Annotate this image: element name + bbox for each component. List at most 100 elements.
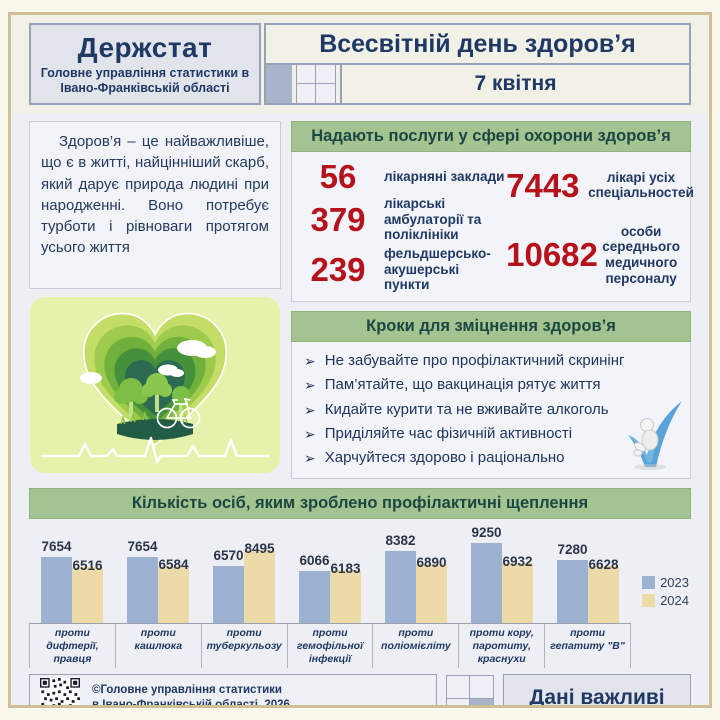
arrow-bullet-icon: ➢ <box>304 450 316 467</box>
chart-category-label-6: проти гепатиту "В" <box>545 624 632 669</box>
legend-swatch-icon <box>642 594 656 607</box>
chart-category-label-5: проти кору, паротиту, краснухи <box>459 624 546 669</box>
stat-value: 7443 <box>506 166 580 204</box>
decorative-square-filled <box>266 65 292 103</box>
decorative-cell-filled <box>469 698 494 705</box>
copyright-line1: ©Головне управління статистики <box>92 684 282 697</box>
decorative-cell <box>315 64 336 85</box>
decorative-cell <box>469 674 494 700</box>
step-text: Не забувайте про профілактичний скринінг <box>324 352 625 369</box>
stat-label: лікарняні заклади <box>384 168 505 184</box>
chart-category-label-0: проти дифтерії, правця <box>29 624 116 669</box>
date-row: 7 квітня <box>266 64 689 104</box>
logo-title: Держстат <box>77 32 213 63</box>
footer-decorative-grid <box>446 674 494 705</box>
decorative-cell <box>446 698 471 705</box>
bar-2024-2: 8495 <box>244 541 275 623</box>
statistics-logo-box: Держстат Головне управління статистики в… <box>29 23 261 105</box>
stat-left-2: 239 фельдшерсько-акушерські пункти <box>302 246 506 293</box>
header: Держстат Головне управління статистики в… <box>11 15 709 114</box>
chart-category-label-3: проти гемофільної інфекції <box>288 624 374 669</box>
bar-2023-2: 6570 <box>213 548 244 623</box>
legend-entry-2024: 2024 <box>642 593 689 608</box>
copyright-text: ©Головне управління статистики в Івано-Ф… <box>92 683 290 708</box>
chart-category-label-4: проти поліомієліту <box>373 624 460 669</box>
bar-value-label: 6628 <box>588 557 619 572</box>
vaccination-bar-chart: 7654 6516 7654 6584 6570 8495 6066 6183 8382 6890… <box>29 523 691 669</box>
chart-category-label-1: проти кашлюка <box>116 624 202 669</box>
infographic-frame: Держстат Головне управління статистики в… <box>8 12 712 708</box>
legend-entry-2023: 2023 <box>642 575 689 590</box>
bar-2023-0: 7654 <box>41 539 72 623</box>
chart-category-label-2: проти туберкульозу <box>202 624 288 669</box>
bar-value-label: 6570 <box>213 548 244 563</box>
bicycle-shape <box>156 397 201 429</box>
bar-value-label: 8495 <box>244 541 275 556</box>
qr-code <box>40 678 80 705</box>
stat-label: лікарські амбулаторії та поліклініки <box>384 196 482 243</box>
event-date: 7 квітня <box>340 65 689 103</box>
legend-label: 2024 <box>660 593 689 608</box>
arrow-bullet-icon: ➢ <box>304 377 316 394</box>
arrow-bullet-icon: ➢ <box>304 401 316 418</box>
chart-group-4: 8382 6890 <box>373 523 459 623</box>
decorative-grid <box>296 64 336 104</box>
bar-2023-5: 9250 <box>471 525 502 623</box>
step-text: Харчуйтеся здорово і раціонально <box>324 449 565 467</box>
stat-value: 56 <box>319 158 357 195</box>
bar-value-label: 6890 <box>416 555 447 570</box>
chart-group-2: 6570 8495 <box>201 523 287 623</box>
bar-value-label: 6584 <box>158 557 189 572</box>
copyright-line2: в Івано-Франківській області, 2026 <box>92 699 290 708</box>
right-column: Надають послуги у сфері охорони здоров’я… <box>291 121 694 479</box>
step-item-2: ➢ Кидайте курити та не вживайте алкоголь <box>304 398 682 422</box>
stat-right-1: 10682 особи середнього медичного персонал… <box>506 224 680 286</box>
steps-section-title: Кроки для зміцнення здоров’я <box>291 311 691 342</box>
footer: ©Головне управління статистики в Івано-Ф… <box>29 674 691 708</box>
bar-2023-3: 6066 <box>299 553 330 623</box>
intro-text: Здоров’я – це найважливіше, що є в житті… <box>29 121 281 289</box>
step-text: Пам’ятайте, що вакцинація рятує життя <box>324 376 601 394</box>
bar-value-label: 7654 <box>41 539 72 554</box>
legend-swatch-icon <box>642 576 656 589</box>
chart-group-0: 7654 6516 <box>29 523 115 623</box>
step-item-1: ➢ Пам’ятайте, що вакцинація рятує життя <box>304 373 682 397</box>
steps-list: ➢ Не забувайте про профілактичний скринін… <box>291 342 691 479</box>
bar-2024-0: 6516 <box>72 558 103 623</box>
checkmark-figure-icon <box>620 397 686 476</box>
tree-shapes <box>114 373 190 418</box>
chart-plot: 7654 6516 7654 6584 6570 8495 6066 6183 8382 6890… <box>29 523 631 623</box>
chart-group-6: 7280 6628 <box>545 523 631 623</box>
left-column: Здоров’я – це найважливіше, що є в житті… <box>29 121 281 479</box>
chart-categories: проти дифтерії, правця проти кашлюка проти… <box>29 623 632 669</box>
step-item-0: ➢ Не забувайте про профілактичний скринін… <box>304 349 682 373</box>
legend-label: 2023 <box>660 575 689 590</box>
cloud-shapes <box>80 340 216 384</box>
ekg-line <box>41 436 269 464</box>
stat-label: фельдшерсько-акушерські пункти <box>384 246 491 293</box>
bar-value-label: 7654 <box>127 539 158 554</box>
step-text: Приділяйте час фізичній активності <box>324 424 573 442</box>
bar-2023-4: 8382 <box>385 533 416 623</box>
step-item-4: ➢ Харчуйтеся здорово і раціонально <box>304 446 682 470</box>
green-heart-illustration <box>29 296 281 479</box>
services-section-title: Надають послуги у сфері охорони здоров’я <box>291 121 691 152</box>
bar-2024-1: 6584 <box>158 557 189 623</box>
decorative-cell <box>446 674 471 700</box>
services-stats-left: 56 лікарняні заклади 379 лікарські амбулато… <box>302 158 506 297</box>
bar-value-label: 6183 <box>330 561 361 576</box>
chart-group-3: 6066 6183 <box>287 523 373 623</box>
decorative-cell <box>315 83 336 104</box>
page-title: Всесвітній день здоров’я <box>266 25 689 65</box>
bar-value-label: 6932 <box>502 554 533 569</box>
bar-2024-6: 6628 <box>588 557 619 623</box>
services-stats-right: 7443 лікарі усіх спеціальностей 10682 особи… <box>506 158 694 297</box>
chart-title: Кількість осіб, яким зроблено профілакти… <box>29 488 691 519</box>
stat-label: особи середнього медичного персоналу <box>602 223 680 286</box>
arrow-bullet-icon: ➢ <box>304 353 316 369</box>
arrow-bullet-icon: ➢ <box>304 425 316 442</box>
chart-group-1: 7654 6584 <box>115 523 201 623</box>
bar-value-label: 9250 <box>471 525 502 540</box>
decorative-cell <box>296 64 317 85</box>
stat-label: лікарі усіх спеціальностей <box>588 169 694 201</box>
